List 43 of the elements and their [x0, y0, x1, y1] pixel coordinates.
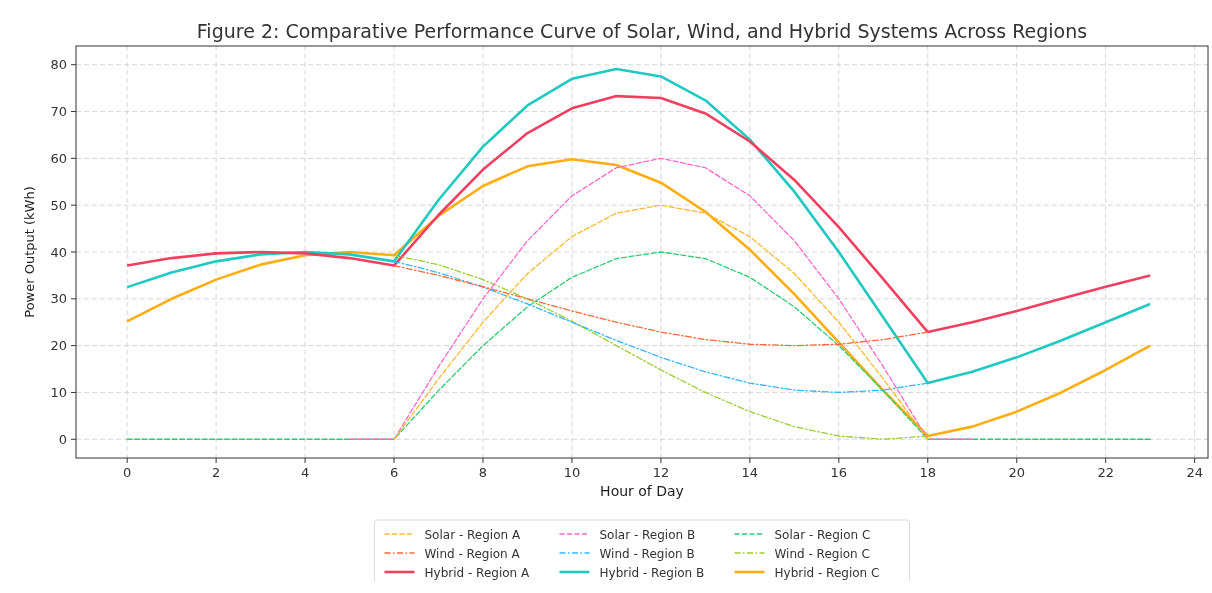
- legend-label: Wind - Region B: [599, 546, 695, 561]
- line-series: [348, 157, 973, 440]
- y-tick-label: 0: [58, 431, 67, 447]
- chart-title: Figure 2: Comparative Performance Curve of Solar, Wind, and Hybrid Systems Across Regions: [196, 20, 1088, 42]
- x-tick-label: 2: [211, 465, 221, 480]
- legend-label: Hybrid - Region A: [424, 565, 530, 580]
- legend-label: Hybrid - Region C: [774, 565, 880, 580]
- y-tick-label: 30: [50, 291, 67, 307]
- x-tick-label: 12: [652, 465, 670, 480]
- legend-label: Hybrid - Region B: [599, 565, 705, 580]
- legend-label: Solar - Region C: [774, 527, 871, 542]
- x-tick-label: 20: [1008, 465, 1026, 480]
- x-tick-label: 24: [1186, 465, 1203, 480]
- y-axis-title: Power Output (kWh): [22, 186, 37, 318]
- line-series: [393, 264, 929, 347]
- y-tick-label: 60: [50, 150, 67, 166]
- y-tick-label: 40: [50, 244, 67, 260]
- x-tick-label: 14: [741, 465, 759, 480]
- x-tick-label: 22: [1097, 465, 1114, 480]
- y-tick-label: 50: [50, 197, 67, 213]
- x-axis-title: Hour of Day: [600, 483, 684, 499]
- x-tick-label: 0: [123, 465, 132, 480]
- x-tick-label: 4: [300, 465, 310, 480]
- x-tick-label: 6: [389, 465, 399, 480]
- y-tick-label: 10: [50, 384, 67, 400]
- x-tick-label: 8: [478, 465, 488, 480]
- line-series: [393, 204, 929, 440]
- line-series: [126, 251, 1151, 440]
- y-tick-label: 70: [50, 104, 67, 120]
- line-series: [393, 260, 929, 394]
- y-tick-label: 80: [50, 57, 67, 73]
- x-tick-label: 18: [919, 465, 937, 480]
- line-series: [125, 158, 1152, 438]
- legend-label: Wind - Region A: [424, 546, 521, 561]
- legend-label: Solar - Region B: [599, 527, 696, 542]
- line-series: [393, 254, 929, 440]
- line-series: [125, 94, 1152, 334]
- line-series: [125, 67, 1152, 385]
- legend-label: Solar - Region A: [424, 527, 521, 542]
- y-tick-label: 20: [50, 338, 67, 354]
- x-tick-label: 10: [563, 465, 581, 480]
- x-tick-label: 16: [830, 465, 848, 480]
- legend-label: Wind - Region C: [774, 546, 870, 561]
